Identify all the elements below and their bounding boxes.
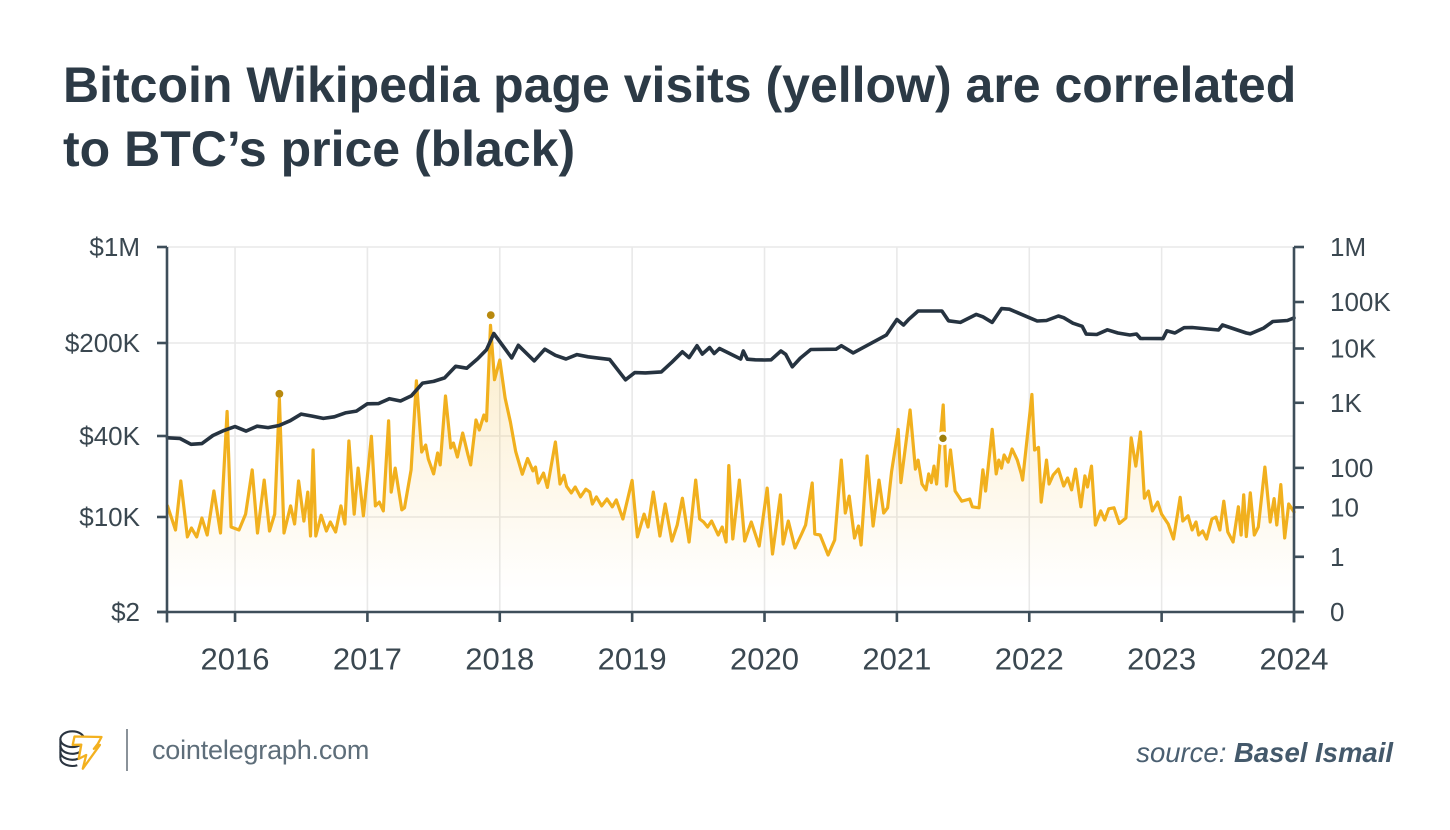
btc-price-line [165, 306, 1296, 447]
right-axis-tick-label: 10K [1330, 334, 1377, 364]
x-axis-tick-label: 2016 [201, 642, 270, 677]
x-axis-tick-label: 2023 [1127, 642, 1196, 677]
peak-marker-dot [939, 434, 947, 443]
x-axis-tick-label: 2017 [333, 642, 402, 677]
chart-title-line2: to BTC’s price (black) [63, 121, 576, 177]
chart-title: Bitcoin Wikipedia page visits (yellow) a… [63, 53, 1403, 181]
x-axis-tick-label: 2024 [1260, 642, 1329, 677]
right-axis-tick-label: 10 [1330, 492, 1359, 522]
right-axis-tick-label: 1K [1330, 388, 1362, 418]
page-visits-area-fill [167, 325, 1294, 612]
left-axis-tick-label: $2 [111, 597, 140, 627]
page-visits-line [165, 323, 1296, 557]
right-axis-tick-label: 1M [1330, 232, 1366, 262]
series-lines [165, 306, 1296, 557]
right-axis-tick-label: 100 [1330, 453, 1373, 483]
x-axis-tick-label: 2020 [730, 642, 799, 677]
peak-markers [275, 311, 950, 446]
x-axis-tick-label: 2019 [598, 642, 667, 677]
page-visits-area [167, 325, 1294, 612]
right-axis-tick-label: 100K [1330, 287, 1391, 317]
left-axis-tick-label: $200K [65, 328, 141, 358]
peak-marker-dot [486, 311, 495, 320]
axis-tick-labels: $1M$200K$40K$10K$21M100K10K1K10010102016… [65, 232, 1392, 677]
x-axis-tick-label: 2018 [465, 642, 534, 677]
left-axis-tick-label: $40K [79, 421, 140, 451]
axes [157, 245, 1304, 623]
chart-title-line1: Bitcoin Wikipedia page visits (yellow) a… [63, 57, 1297, 113]
right-axis-tick-label: 0 [1330, 597, 1344, 627]
left-axis-tick-label: $10K [79, 502, 140, 532]
peak-marker-dot [275, 389, 284, 398]
left-axis-tick-label: $1M [89, 232, 140, 262]
x-axis-tick-label: 2022 [995, 642, 1064, 677]
x-axis-tick-label: 2021 [862, 642, 931, 677]
right-axis-tick-label: 1 [1330, 542, 1344, 572]
